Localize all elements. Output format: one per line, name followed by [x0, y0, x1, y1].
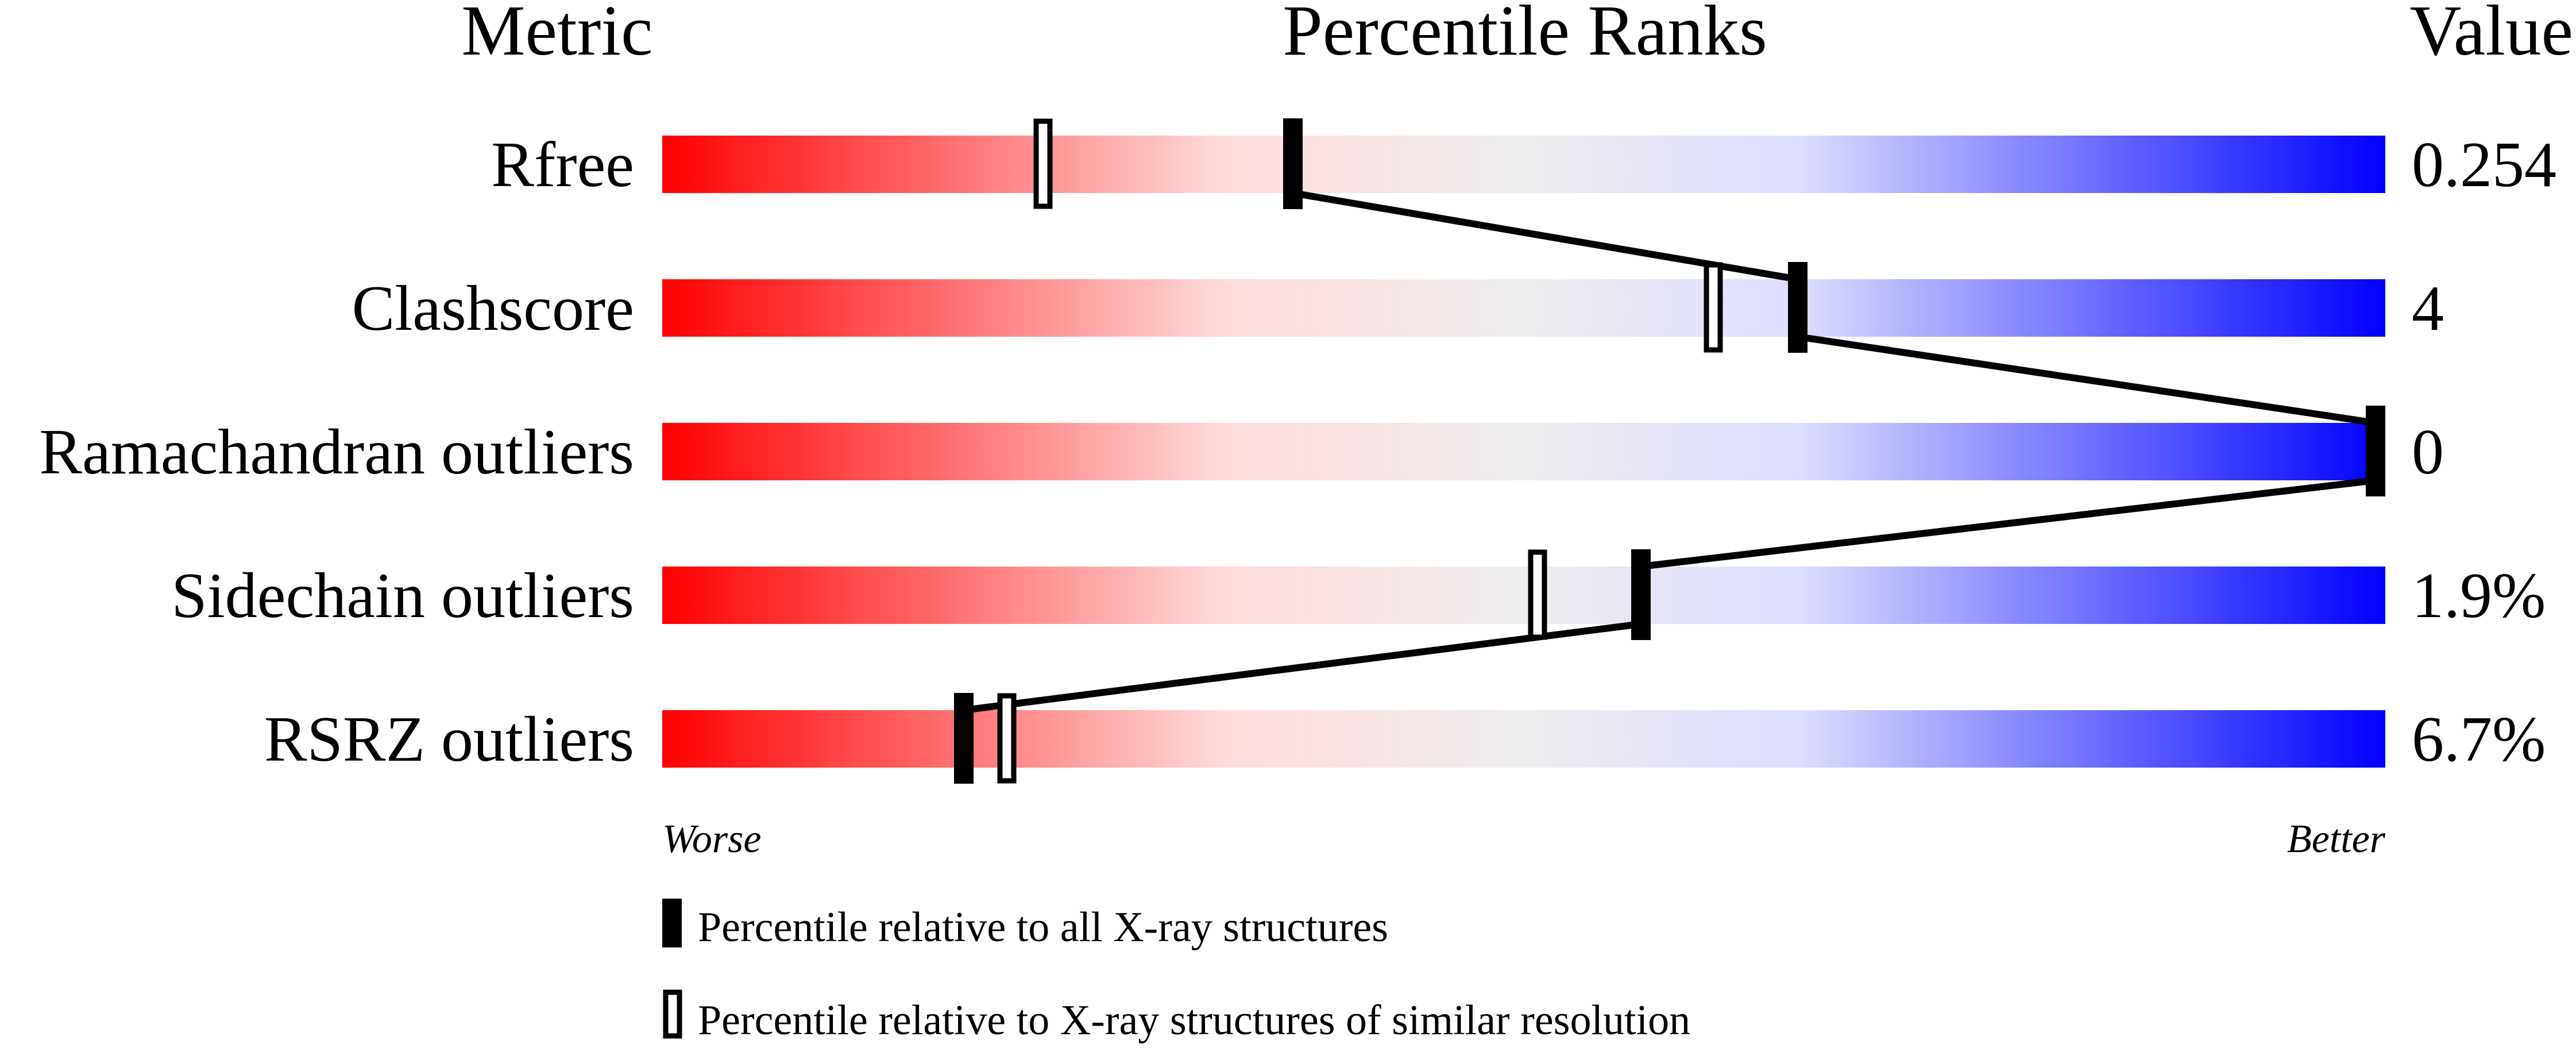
marker-all-structures — [1788, 262, 1808, 353]
metric-label: RSRZ outliers — [264, 704, 634, 775]
marker-similar-resolution — [1033, 118, 1053, 209]
axis-label-better: Better — [2287, 817, 2386, 861]
axis-label-worse: Worse — [662, 817, 761, 861]
header-metric: Metric — [461, 0, 652, 71]
metric-label: Sidechain outliers — [171, 560, 634, 631]
marker-similar-resolution — [1704, 262, 1723, 353]
metric-value: 1.9% — [2412, 560, 2546, 631]
marker-similar-resolution — [997, 693, 1017, 784]
marker-all-structures — [1631, 549, 1651, 640]
legend-label-similar: Percentile relative to X-ray structures … — [698, 997, 1690, 1044]
metric-value: 0 — [2412, 417, 2444, 488]
percentile-bar — [662, 710, 2385, 768]
metric-value: 4 — [2412, 273, 2444, 344]
metric-value: 0.254 — [2412, 129, 2556, 201]
connector-line — [1640, 477, 2376, 570]
legend-filled-marker — [662, 899, 682, 947]
legend-label-all: Percentile relative to all X-ray structu… — [698, 904, 1388, 951]
legend-hollow-marker — [663, 989, 682, 1039]
rows: Rfree 0.254 Clashscore 4 Ramachandran outlie… — [39, 118, 2556, 784]
marker-all-structures — [1283, 118, 1303, 209]
percentile-bar — [662, 567, 2385, 624]
connector-line — [1797, 333, 2376, 426]
percentile-bar — [662, 279, 2385, 337]
marker-all-structures — [2366, 406, 2385, 496]
metric-label: Ramachandran outliers — [39, 417, 634, 488]
metric-label: Clashscore — [352, 273, 634, 344]
marker-all-structures — [954, 693, 974, 784]
header-value: Value — [2409, 0, 2573, 71]
metric-label: Rfree — [491, 129, 634, 201]
percentile-bar — [662, 136, 2385, 193]
metric-value: 6.7% — [2412, 704, 2546, 775]
percentile-bar — [662, 423, 2385, 480]
header-percentile-ranks: Percentile Ranks — [1283, 0, 1767, 71]
marker-similar-resolution — [1528, 549, 1547, 640]
